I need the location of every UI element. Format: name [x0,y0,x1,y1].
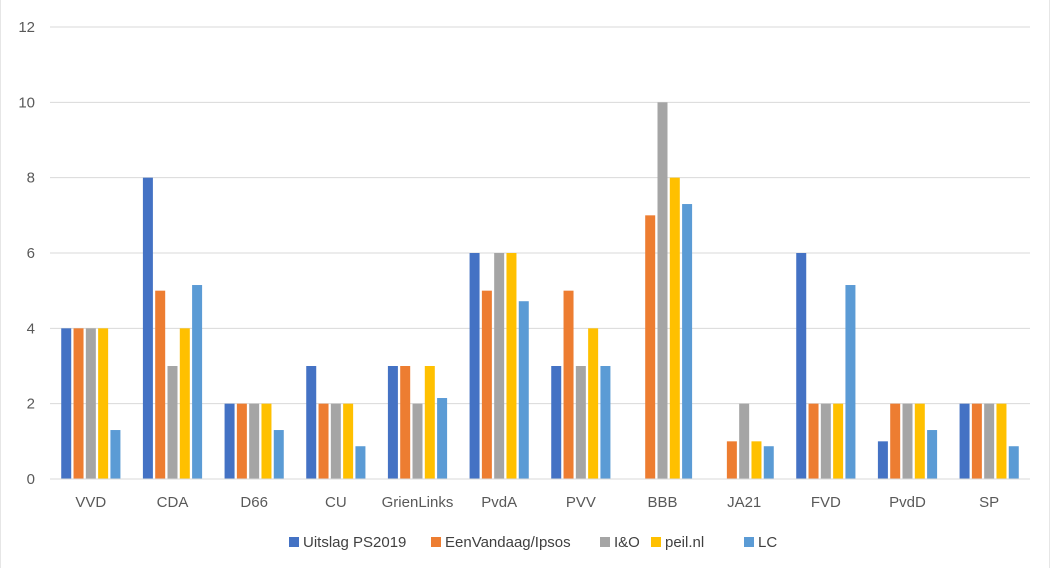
bar-cda-series-4 [192,285,203,479]
bar-d66-series-2 [249,403,260,479]
y-tick-label: 4 [27,320,35,337]
x-tick-label: PvdD [889,494,926,511]
bar-vvd-series-0 [61,328,72,479]
y-tick-label: 6 [27,245,35,262]
bar-fvd-series-3 [833,403,844,479]
bar-cu-series-4 [355,446,366,479]
bar-pvdd-series-4 [927,430,938,479]
bar-cda-series-0 [142,177,153,479]
legend-label: I&O [614,534,640,551]
legend-swatch [600,537,610,547]
bar-sp-series-2 [984,403,995,479]
x-tick-label: CDA [157,494,189,511]
bar-bbb-series-2 [657,102,668,479]
legend-label: LC [758,534,777,551]
bar-cda-series-1 [155,290,166,479]
x-tick-label: SP [979,494,999,511]
bar-ja21-series-2 [739,403,750,479]
bar-pvv-series-2 [575,366,586,479]
y-tick-label: 8 [27,170,35,187]
bar-fvd-series-1 [808,403,819,479]
bar-ja21-series-1 [726,441,737,479]
x-tick-label: VVD [75,494,106,511]
bar-sp-series-0 [959,403,970,479]
bar-pvdd-series-3 [914,403,925,479]
legend-swatch [431,537,441,547]
x-tick-label: PVV [566,494,596,511]
bar-cu-series-2 [330,403,341,479]
bar-d66-series-0 [224,403,235,479]
bar-pvv-series-1 [563,290,574,479]
x-tick-label: GrienLinks [382,494,454,511]
bar-d66-series-3 [261,403,272,479]
legend-label: Uitslag PS2019 [303,534,406,551]
bar-pvv-series-3 [588,328,599,479]
bar-pvda-series-1 [481,290,492,479]
bar-d66-series-4 [273,430,284,479]
bar-vvd-series-1 [73,328,84,479]
bar-fvd-series-2 [820,403,831,479]
bar-pvda-series-0 [469,253,480,479]
bar-pvv-series-0 [551,366,562,479]
bar-vvd-series-3 [98,328,109,479]
legend-swatch [744,537,754,547]
legend-swatch [289,537,299,547]
x-tick-label: JA21 [727,494,761,511]
legend-swatch [651,537,661,547]
y-tick-label: 12 [18,19,35,36]
bar-pvv-series-4 [600,366,611,479]
x-tick-label: CU [325,494,347,511]
cell-divider-right [1049,0,1050,568]
bar-grienlinks-series-2 [412,403,423,479]
bar-pvdd-series-2 [902,403,913,479]
y-axis-ticks: 0 2 4 6 8 10 12 [18,19,35,488]
legend: Uitslag PS2019 EenVandaag/Ipsos I&O peil.nl… [289,534,777,551]
bar-cda-series-2 [167,366,178,479]
legend-label: peil.nl [665,534,704,551]
bar-pvda-series-4 [518,301,529,479]
bar-pvda-series-3 [506,253,517,479]
bar-ja21-series-3 [751,441,762,479]
bar-vvd-series-2 [85,328,96,479]
bar-fvd-series-0 [796,253,807,479]
bar-cda-series-3 [179,328,190,479]
bar-fvd-series-4 [845,285,856,479]
bar-sp-series-4 [1008,446,1019,479]
bar-cu-series-1 [318,403,329,479]
legend-label: EenVandaag/Ipsos [445,534,571,551]
bar-grienlinks-series-3 [424,366,435,479]
x-tick-label: PvdA [481,494,517,511]
bar-pvda-series-2 [494,253,505,479]
bar-d66-series-1 [236,403,247,479]
y-tick-label: 0 [27,471,35,488]
bar-bbb-series-4 [682,204,693,480]
bar-pvdd-series-1 [890,403,901,479]
x-tick-label: D66 [240,494,268,511]
x-tick-label: FVD [811,494,841,511]
x-tick-label: BBB [647,494,677,511]
category-labels: VVD CDA D66 CU GrienLinks PvdA PVV BBB JA21 FVD Pv… [75,494,999,511]
bar-pvdd-series-0 [877,441,888,479]
bar-bbb-series-3 [669,177,680,479]
bars [61,102,1019,480]
y-tick-label: 10 [18,94,35,111]
bar-cu-series-3 [343,403,354,479]
bar-grienlinks-series-4 [437,398,448,479]
bar-cu-series-0 [306,366,317,479]
bar-grienlinks-series-0 [387,366,398,479]
bar-bbb-series-1 [645,215,656,480]
bar-vvd-series-4 [110,430,121,479]
bar-grienlinks-series-1 [400,366,411,479]
bar-sp-series-1 [971,403,982,479]
gridlines [50,26,1030,405]
bar-sp-series-3 [996,403,1007,479]
cell-divider-left [0,0,1,568]
bar-ja21-series-4 [763,446,774,479]
y-tick-label: 2 [27,396,35,413]
